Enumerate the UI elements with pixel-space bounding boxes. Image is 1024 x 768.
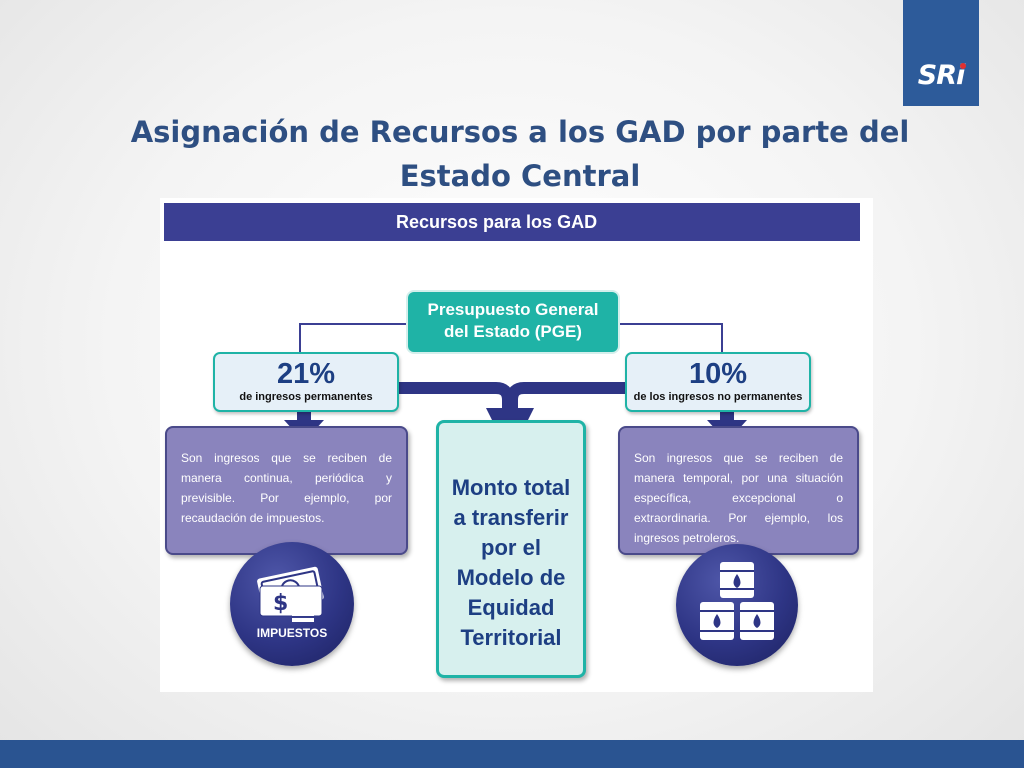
resources-diagram: Recursos para los GAD Presupuesto Genera…: [160, 198, 873, 692]
center-line-1: Monto total: [451, 475, 571, 500]
logo-dot: [960, 63, 966, 69]
sri-logo: SRi: [903, 0, 979, 106]
center-line-6: Territorial: [460, 625, 562, 650]
arrow-right-to-center: [506, 382, 625, 410]
center-line-2: a transferir: [453, 505, 569, 530]
percent-box-non-permanent: 10% de los ingresos no permanentes: [625, 352, 811, 412]
percent-value-permanent: 21%: [276, 358, 336, 390]
connector-left: [299, 323, 408, 352]
description-permanent: Son ingresos que se reciben de manera co…: [165, 426, 408, 555]
connector-right: [618, 323, 723, 352]
percent-label-non-permanent: de los ingresos no permanentes: [633, 391, 803, 403]
slide-title: Asignación de Recursos a los GAD por par…: [120, 110, 920, 198]
center-line-3: por el: [481, 535, 541, 560]
title-line-1: Asignación de Recursos a los GAD por par…: [130, 115, 910, 149]
oil-barrels-icon: [700, 562, 774, 640]
center-line-4: Modelo de: [456, 565, 566, 590]
arrow-right-stem: [720, 412, 734, 420]
arrow-left-to-center: [399, 382, 514, 410]
percent-label-permanent: de ingresos permanentes: [239, 391, 373, 403]
center-line-5: Equidad: [467, 595, 555, 620]
diagram-header: Recursos para los GAD: [164, 203, 860, 241]
pge-line-2: del Estado (PGE): [444, 322, 582, 341]
svg-text:$: $: [273, 591, 288, 616]
money-stack-icon: $: [257, 566, 324, 622]
description-non-permanent: Son ingresos que se reciben de manera te…: [618, 426, 859, 555]
pge-line-1: Presupuesto General: [427, 300, 599, 319]
percent-value-non-permanent: 10%: [688, 358, 748, 390]
oil-circle: [676, 544, 798, 666]
title-line-2: Estado Central: [399, 159, 641, 193]
taxes-label: IMPUESTOS: [256, 626, 328, 640]
bottom-bar: [0, 740, 1024, 768]
pge-box: Presupuesto General del Estado (PGE): [408, 292, 618, 352]
percent-box-permanent: 21% de ingresos permanentes: [213, 352, 399, 412]
logo-text: SRi: [917, 60, 966, 91]
arrow-left-stem: [297, 412, 311, 420]
taxes-circle: $ IMPUESTOS: [230, 542, 354, 666]
center-box-total: Monto total a transferir por el Modelo d…: [436, 420, 586, 678]
